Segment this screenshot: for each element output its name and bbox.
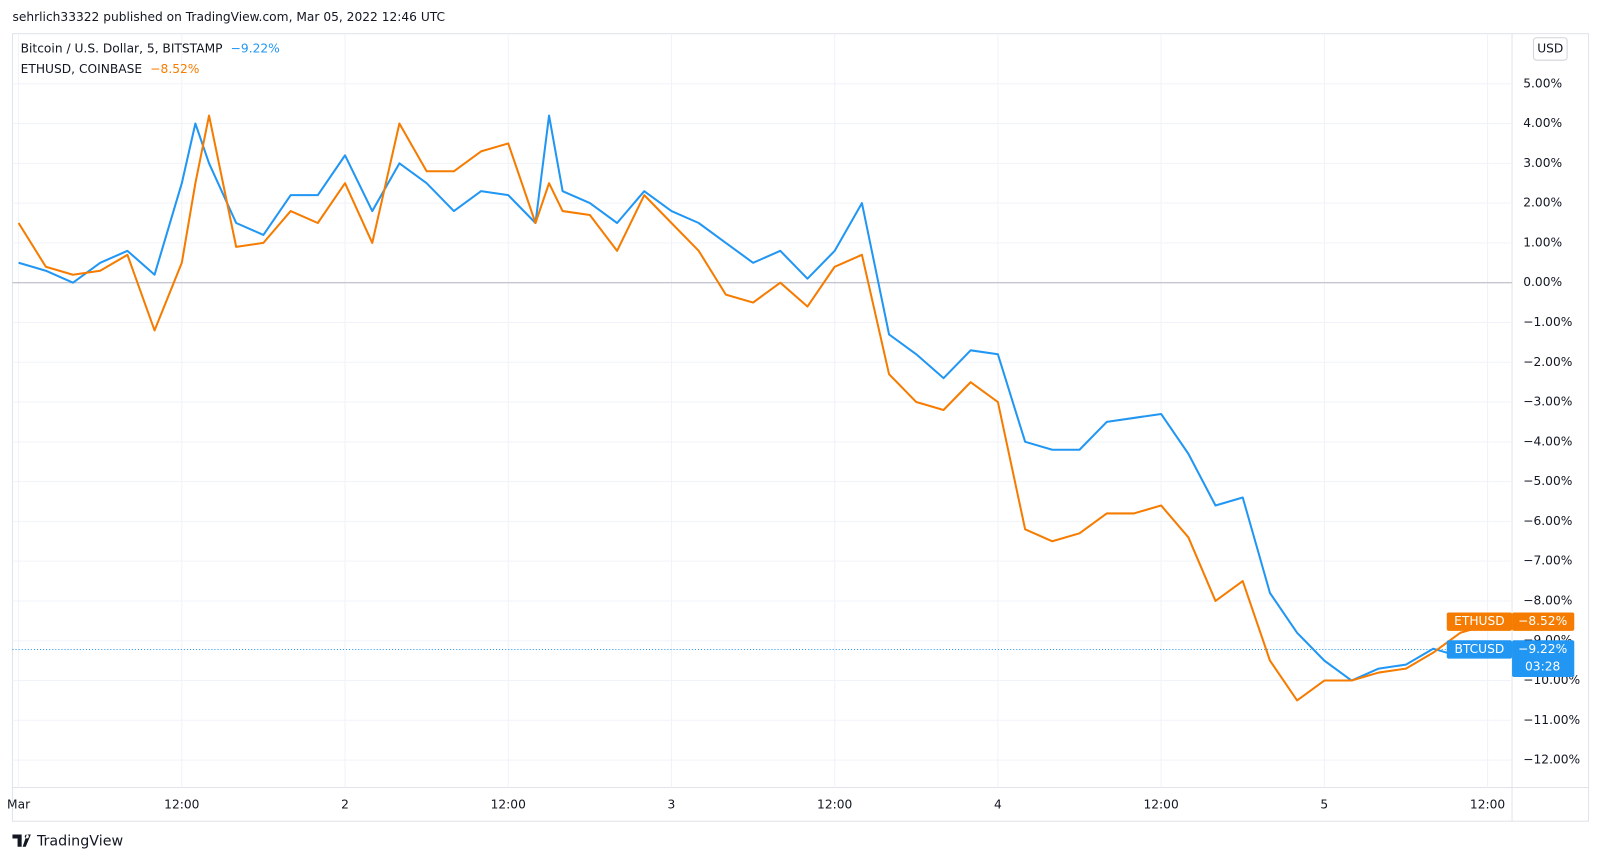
y-tick-label: −11.00%: [1523, 713, 1580, 727]
y-tick-label: −4.00%: [1523, 434, 1572, 448]
y-tick-label: −8.00%: [1523, 593, 1572, 607]
x-tick-label: Mar: [7, 797, 31, 811]
logo-icon: [12, 834, 31, 847]
legend-change: −8.52%: [150, 62, 199, 76]
publisher-line: sehrlich33322 published on TradingView.c…: [12, 10, 445, 24]
y-tick-label: 0.00%: [1523, 275, 1562, 289]
y-tick-label: −5.00%: [1523, 474, 1572, 488]
y-tick-label: −2.00%: [1523, 355, 1572, 369]
y-tick-label: −1.00%: [1523, 315, 1572, 329]
currency-label: USD: [1537, 41, 1563, 55]
price-tag-value: −9.22%: [1518, 642, 1567, 656]
y-tick-label: 1.00%: [1523, 235, 1562, 249]
y-tick-label: −12.00%: [1523, 753, 1580, 767]
series-line: [17, 114, 1499, 702]
x-tick-label: 2: [341, 797, 349, 811]
y-tick-label: 4.00%: [1523, 116, 1562, 130]
price-tag-value-box: [1512, 640, 1575, 678]
brand: TradingView: [36, 834, 124, 850]
legend-name: ETHUSD, COINBASE: [21, 62, 143, 76]
price-tag-value: −8.52%: [1518, 614, 1567, 628]
price-tag-value-box: [1512, 612, 1575, 631]
currency-button[interactable]: [1532, 37, 1568, 61]
countdown: 03:28: [1525, 659, 1560, 673]
chart-frame: [11, 33, 1590, 822]
price-tag-name: BTCUSD: [1454, 642, 1504, 656]
y-tick-label: 2.00%: [1523, 196, 1562, 210]
y-tick-label: 5.00%: [1523, 76, 1562, 90]
y-tick-label: −7.00%: [1523, 554, 1572, 568]
x-tick-label: 12:00: [164, 797, 199, 811]
legend: Bitcoin / U.S. Dollar, 5, BITSTAMP −9.22%…: [21, 41, 280, 75]
y-tick-label: 3.00%: [1523, 156, 1562, 170]
grid: [12, 33, 1513, 788]
price-tag-name-box: [1446, 640, 1513, 659]
x-tick-label: 12:00: [491, 797, 526, 811]
price-tag-name: ETHUSD: [1454, 614, 1505, 628]
x-tick-label: 5: [1320, 797, 1328, 811]
x-tick-label: 12:00: [1470, 797, 1505, 811]
y-tick-label: −3.00%: [1523, 395, 1572, 409]
legend-name: Bitcoin / U.S. Dollar, 5, BITSTAMP: [21, 41, 223, 55]
axes: 5.00% 4.00% 3.00% 2.00% 1.00% 0.00% −1.00% −2.0…: [7, 76, 1580, 811]
y-tick-label: −6.00%: [1523, 514, 1572, 528]
x-tick-label: 12:00: [817, 797, 852, 811]
x-tick-label: 12:00: [1143, 797, 1178, 811]
x-tick-label: 3: [668, 797, 676, 811]
plot: [12, 114, 1513, 702]
tradingview-logo: TradingView: [12, 834, 123, 850]
x-tick-label: 4: [994, 797, 1002, 811]
price-tag-name-box: [1446, 612, 1513, 631]
legend-change: −9.22%: [231, 41, 280, 55]
series-line: [18, 114, 1499, 682]
